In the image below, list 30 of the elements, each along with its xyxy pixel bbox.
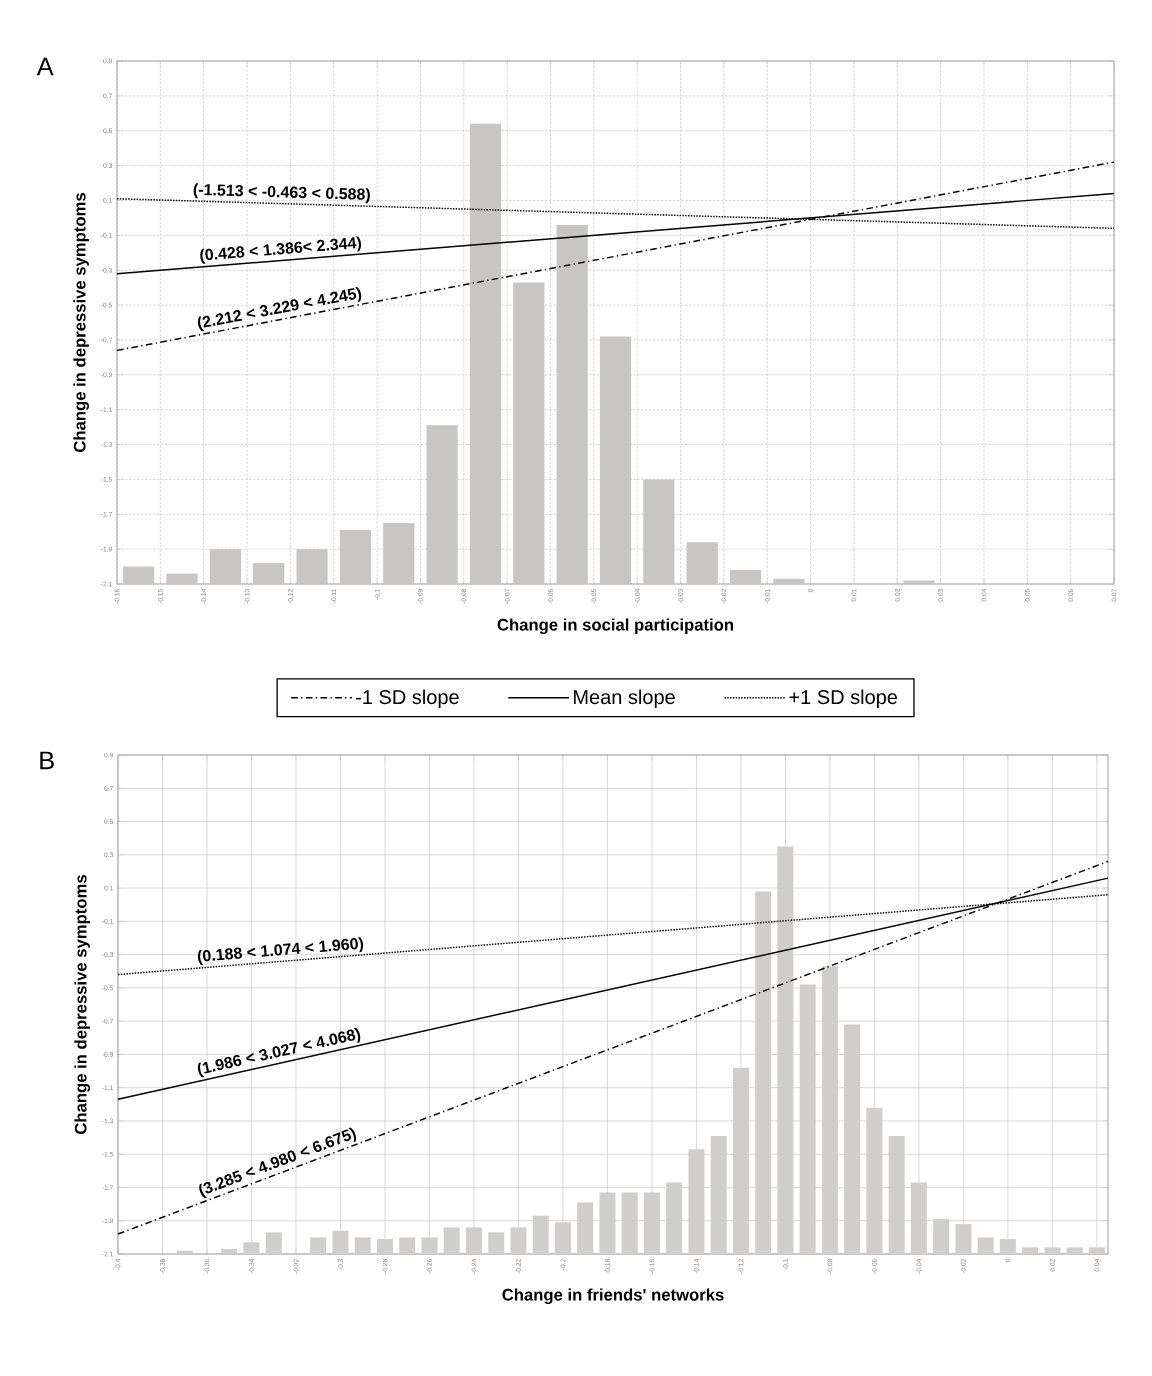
annotation: (2.212 < 3.229 < 4.245) [197, 286, 362, 332]
annotation: (0.188 < 1.074 < 1.960) [197, 937, 364, 965]
annotation: (0.428 < 1.386< 2.344) [200, 236, 362, 264]
bar [123, 566, 155, 585]
y-axis-title: Change in depressive symptoms [74, 875, 90, 1134]
bar [253, 563, 285, 585]
y-axis-title: Change in depressive symptoms [73, 193, 89, 452]
bar [221, 1249, 238, 1255]
bar [977, 1237, 994, 1255]
bar [773, 578, 805, 585]
chart-title: A [36, 57, 54, 76]
bar [443, 1227, 460, 1255]
bar [310, 1237, 327, 1255]
x-axis-title: Change in social participation [497, 618, 734, 635]
bar [166, 573, 198, 585]
bar [1022, 1247, 1039, 1255]
legend-label: Mean slope [574, 689, 675, 709]
bar [729, 570, 762, 585]
x-axis-title: Change in friends' networks [502, 1288, 724, 1305]
bar [265, 1232, 282, 1255]
bar [1066, 1247, 1083, 1255]
annotation: (-1.513 < -0.463 < 0.588) [193, 183, 370, 204]
bar [176, 1250, 193, 1255]
legend-label: -1 SD slope [356, 689, 459, 709]
annotation: (1.986 < 3.027 < 4.068) [197, 1027, 361, 1078]
bar [399, 1237, 416, 1255]
bar [354, 1237, 371, 1255]
chart-title: B [40, 751, 54, 770]
bar [488, 1232, 505, 1255]
legend-label: +1 SD slope [789, 689, 898, 709]
